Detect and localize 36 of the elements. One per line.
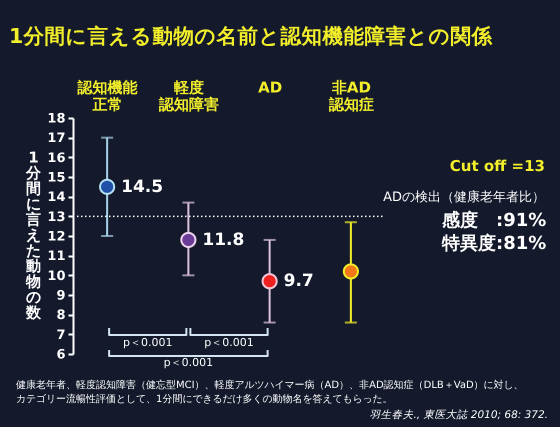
y-tick-label: 7 <box>56 328 66 343</box>
y-tick-label: 13 <box>47 210 66 225</box>
y-tick-label: 14 <box>47 190 66 206</box>
data-label: 9.7 <box>284 271 314 292</box>
y-tick-label: 8 <box>56 308 66 324</box>
text: Cut off =13 <box>450 157 545 175</box>
text: 感度 :91% <box>441 210 546 231</box>
point <box>262 273 278 290</box>
y-tick-label: 17 <box>47 131 66 146</box>
data-label: 14.5 <box>121 176 164 197</box>
y-tick-label: 15 <box>47 170 66 186</box>
annotation: p＜0.001 <box>123 336 172 349</box>
x-tick-label: AD <box>258 78 282 96</box>
chart-title: 1分間に言える動物の名前と認知機能障害との関係 <box>9 24 494 48</box>
y-tick-label: 9 <box>56 288 66 304</box>
y-tick-label: 18 <box>47 112 66 126</box>
point <box>99 178 116 195</box>
point <box>342 263 359 280</box>
y-tick-label: 6 <box>56 348 66 362</box>
y-tick-label: 10 <box>47 268 66 284</box>
x-tick-label: 認知機能正常 <box>76 78 139 114</box>
y-tick-label: 12 <box>47 230 66 244</box>
text: 1分間に言えた動物の数 <box>26 148 41 322</box>
x-tick-label: 非AD認知症 <box>328 78 374 114</box>
y-tick-label: 16 <box>47 150 66 166</box>
data-label: 11.8 <box>202 230 244 250</box>
x-tick-label: 軽度認知障害 <box>158 78 219 114</box>
annotation: ADの検出（健康老年者比） <box>383 190 545 205</box>
text: 特異度:81% <box>441 233 546 254</box>
text: 健康老年者、軽度認知障害（健忘型MCI）、軽度アルツハイマー病（AD）、非AD認知症（DLB＋VaD）に対し、 <box>16 379 524 391</box>
y-tick-label: 11 <box>47 249 66 264</box>
text: p＜0.001 <box>164 356 214 369</box>
point <box>180 232 196 248</box>
annotation: p＜0.001 <box>204 336 254 349</box>
text: カテゴリー流暢性評価として、1分間にできるだけ多くの動物名を答えてもらった。 <box>16 393 392 405</box>
text: 羽生春夫., 東医大誌 2010; 68: 372. <box>369 409 548 421</box>
